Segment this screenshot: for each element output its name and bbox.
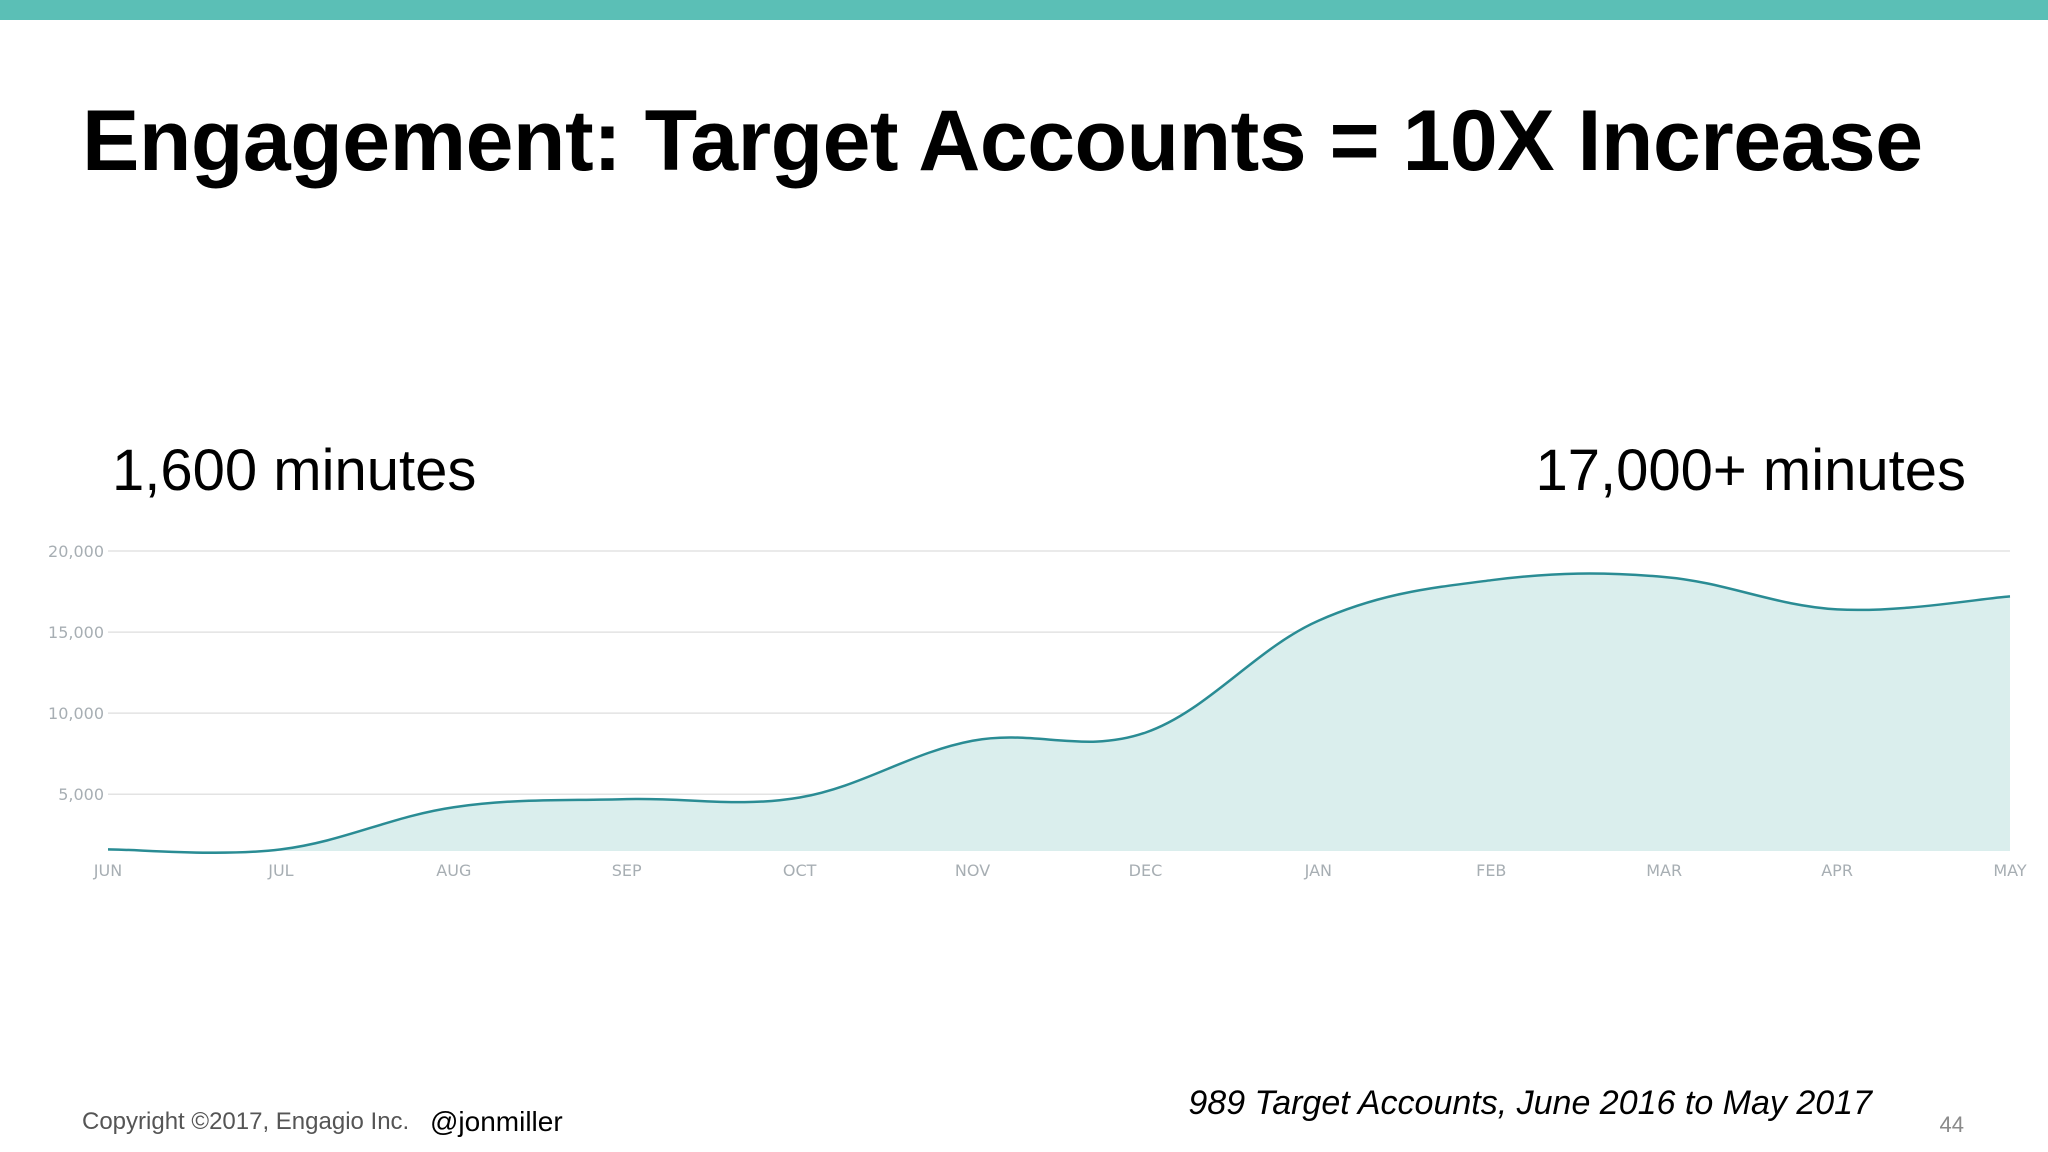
y-tick-label: 20,000 <box>48 542 104 561</box>
copyright-text: Copyright ©2017, Engagio Inc. <box>82 1108 410 1135</box>
data-footnote: 989 Target Accounts, June 2016 to May 20… <box>1188 1084 1872 1122</box>
y-tick-label: 15,000 <box>48 623 104 642</box>
engagement-line <box>107 572 2011 854</box>
end-minutes-callout: 17,000+ minutes <box>1535 438 1966 503</box>
y-tick-label: 5,000 <box>58 785 104 804</box>
x-axis-ticks: JUN JUL AUG SEP OCT NOV DEC JAN FEB MAR APR MAY <box>93 861 2027 880</box>
engagement-area-fill <box>108 573 2010 853</box>
slide-title: Engagement: Target Accounts = 10X Increa… <box>82 93 1923 189</box>
x-tick-label: JUL <box>267 861 293 880</box>
x-tick-label: SEP <box>612 861 642 880</box>
x-tick-label: MAR <box>1646 861 1682 880</box>
x-tick-label: MAY <box>1993 861 2027 880</box>
page-number: 44 <box>1939 1112 1964 1137</box>
x-tick-label: FEB <box>1476 861 1506 880</box>
x-tick-label: JUN <box>93 861 122 880</box>
engagement-area-chart: 5,000 10,000 15,000 20,000 JUN JUL AUG SEP OCT N… <box>48 542 2027 880</box>
x-tick-label: JAN <box>1304 861 1332 880</box>
twitter-handle: @jonmiller <box>430 1106 563 1137</box>
x-tick-label: DEC <box>1129 861 1163 880</box>
x-tick-label: OCT <box>783 861 817 880</box>
x-tick-label: AUG <box>436 861 471 880</box>
x-tick-label: APR <box>1821 861 1853 880</box>
x-tick-label: NOV <box>955 861 990 880</box>
y-axis-ticks: 5,000 10,000 15,000 20,000 <box>48 542 104 804</box>
start-minutes-callout: 1,600 minutes <box>112 438 477 503</box>
top-accent-bar <box>0 0 2048 20</box>
y-tick-label: 10,000 <box>48 704 104 723</box>
